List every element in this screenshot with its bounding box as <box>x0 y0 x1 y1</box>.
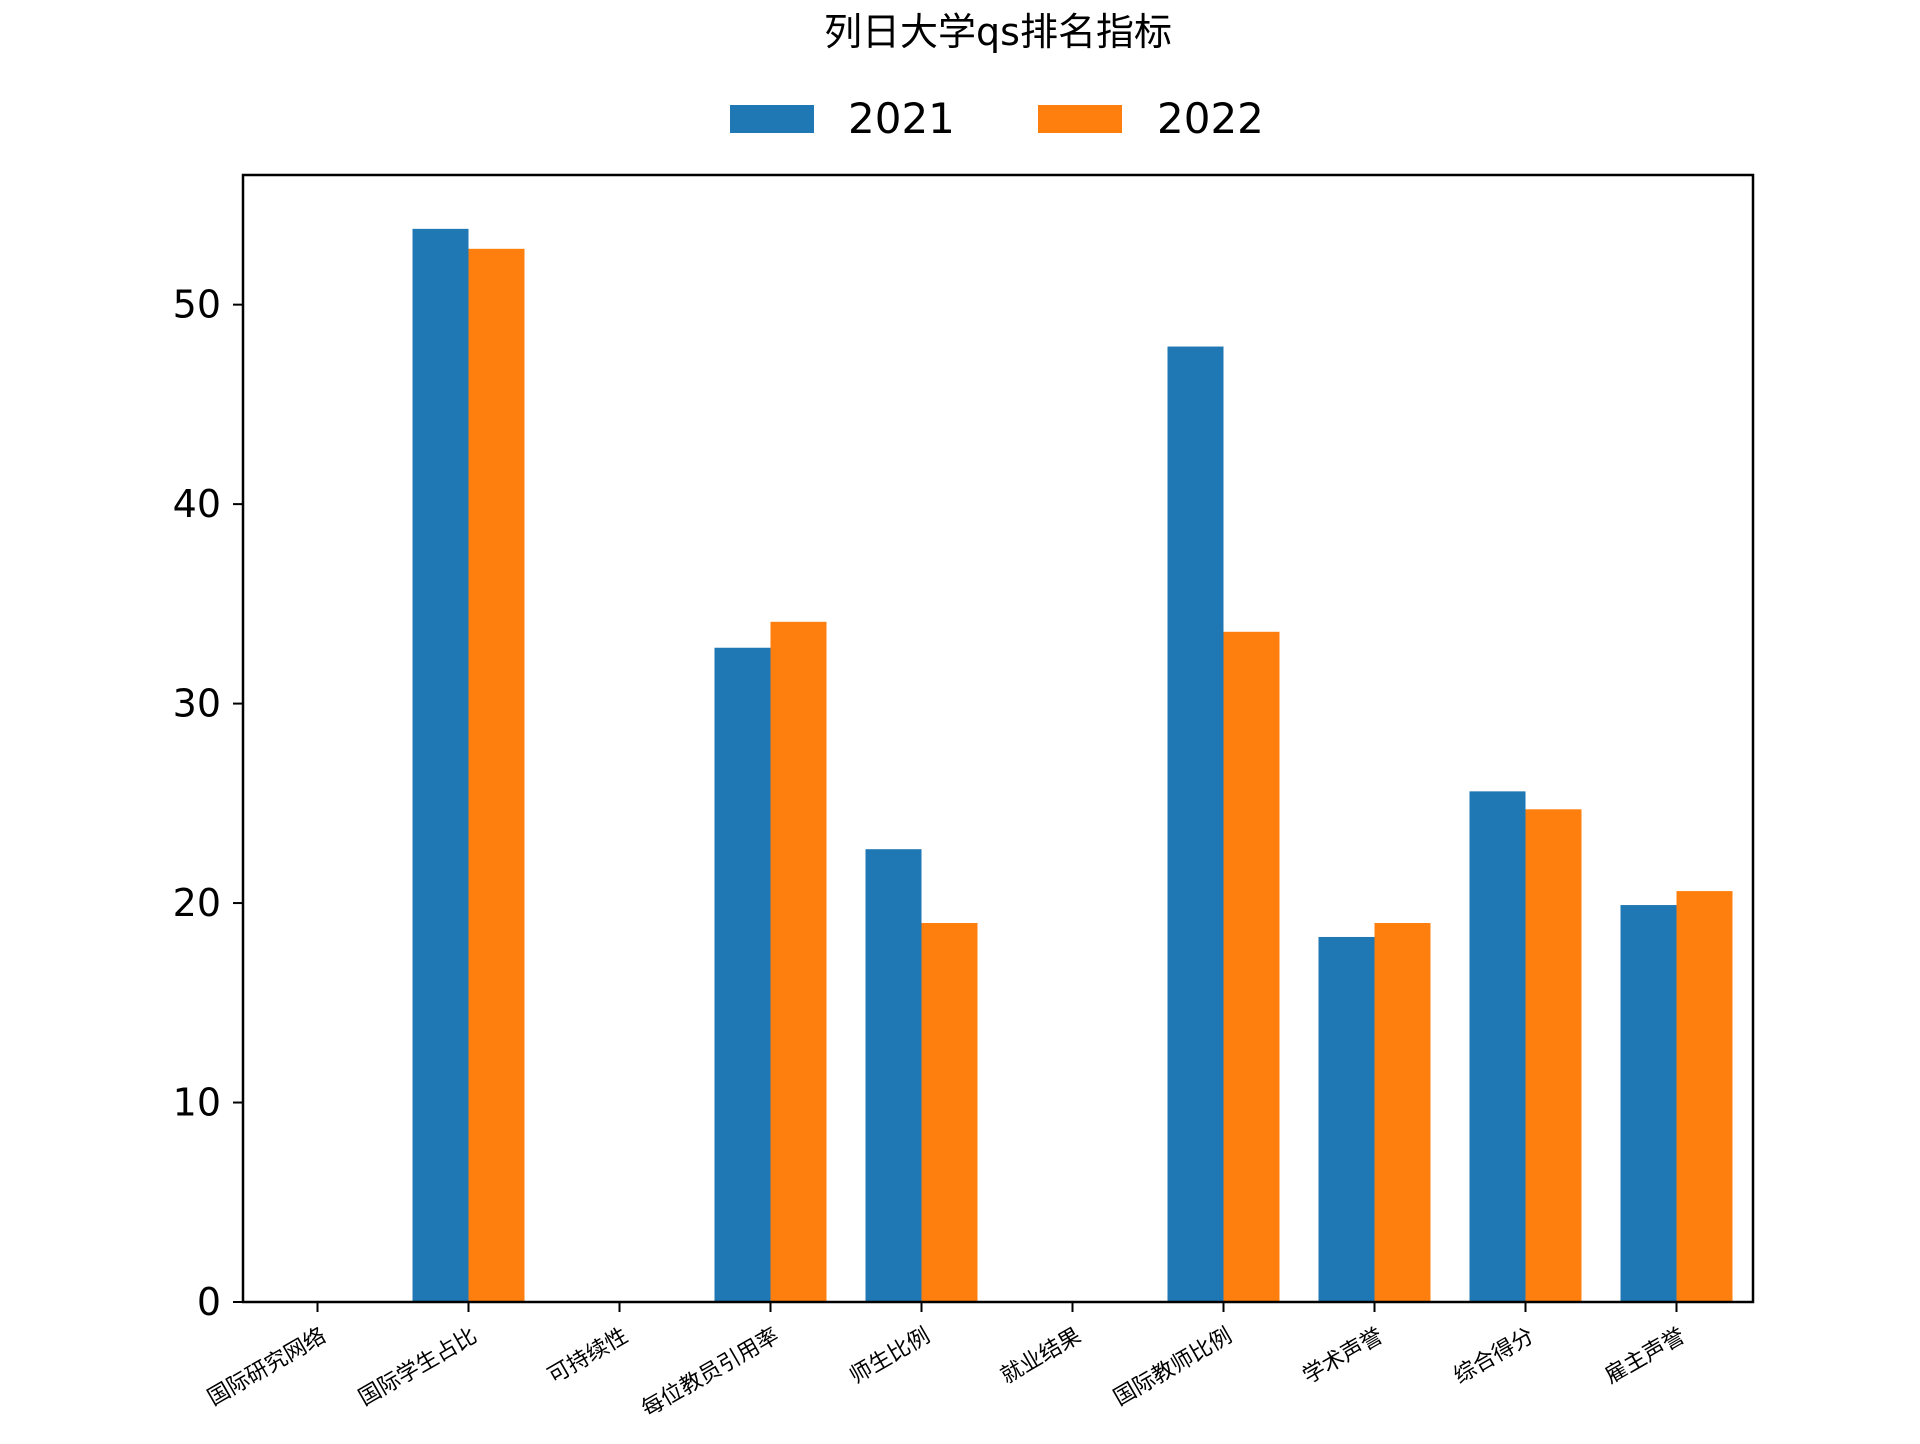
legend-swatch-2021 <box>730 105 814 133</box>
bar-2022-3 <box>770 621 827 1302</box>
bar-2022-7 <box>1374 923 1431 1302</box>
bar-2022-4 <box>921 923 978 1302</box>
y-tick-label-20: 20 <box>173 881 221 925</box>
bar-2021-1 <box>412 228 469 1302</box>
bar-2022-9 <box>1676 891 1733 1302</box>
axes-frame <box>241 173 1755 1304</box>
legend-label-2021: 2021 <box>848 94 955 143</box>
bar-2021-6 <box>1167 346 1224 1303</box>
y-tick-label-40: 40 <box>173 482 221 526</box>
y-tick-label-30: 30 <box>173 682 221 726</box>
y-tick-label-50: 50 <box>173 283 221 327</box>
bar-2021-7 <box>1318 936 1375 1302</box>
legend-label-2022: 2022 <box>1157 94 1264 143</box>
legend-swatch-2022 <box>1038 105 1122 133</box>
bar-2022-8 <box>1525 809 1582 1302</box>
bar-2021-3 <box>714 647 771 1302</box>
bar-2022-6 <box>1223 631 1280 1302</box>
legend: 2021 2022 <box>730 94 1264 143</box>
bar-2022-1 <box>468 248 525 1302</box>
bar-2021-9 <box>1620 905 1677 1302</box>
y-tick-label-0: 0 <box>197 1280 221 1324</box>
bar-2021-4 <box>865 849 922 1302</box>
chart-title: 列日大学qs排名指标 <box>824 10 1172 54</box>
y-tick-label-10: 10 <box>173 1081 221 1125</box>
bar-2021-8 <box>1469 791 1526 1302</box>
